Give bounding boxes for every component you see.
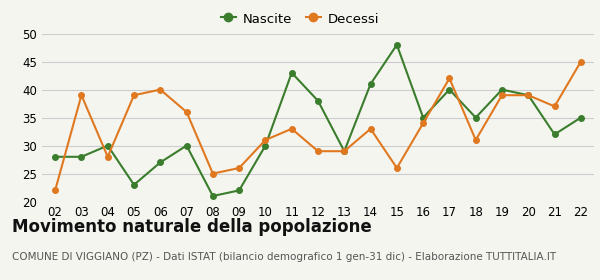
Decessi (288, 127, 295, 130)
Nascite (78, 155, 85, 158)
Nascite (341, 150, 348, 153)
Decessi (236, 166, 243, 170)
Decessi (341, 150, 348, 153)
Decessi (472, 138, 479, 142)
Nascite (104, 144, 112, 147)
Text: Movimento naturale della popolazione: Movimento naturale della popolazione (12, 218, 372, 236)
Decessi (551, 105, 558, 108)
Nascite (183, 144, 190, 147)
Nascite (262, 144, 269, 147)
Decessi (499, 94, 506, 97)
Nascite (446, 88, 453, 91)
Decessi (78, 94, 85, 97)
Nascite (524, 94, 532, 97)
Decessi (262, 138, 269, 142)
Line: Nascite: Nascite (52, 42, 584, 199)
Nascite (367, 82, 374, 86)
Nascite (157, 161, 164, 164)
Nascite (314, 99, 322, 102)
Legend: Nascite, Decessi: Nascite, Decessi (215, 7, 385, 31)
Decessi (419, 122, 427, 125)
Decessi (446, 77, 453, 80)
Decessi (367, 127, 374, 130)
Line: Decessi: Decessi (52, 59, 584, 193)
Decessi (183, 110, 190, 114)
Decessi (104, 155, 112, 158)
Decessi (52, 189, 59, 192)
Decessi (577, 60, 584, 63)
Decessi (130, 94, 137, 97)
Nascite (499, 88, 506, 91)
Nascite (472, 116, 479, 119)
Decessi (209, 172, 217, 175)
Nascite (52, 155, 59, 158)
Nascite (236, 189, 243, 192)
Nascite (551, 133, 558, 136)
Nascite (577, 116, 584, 119)
Decessi (393, 166, 400, 170)
Nascite (288, 71, 295, 74)
Decessi (524, 94, 532, 97)
Nascite (130, 183, 137, 186)
Nascite (393, 43, 400, 46)
Text: COMUNE DI VIGGIANO (PZ) - Dati ISTAT (bilancio demografico 1 gen-31 dic) - Elabo: COMUNE DI VIGGIANO (PZ) - Dati ISTAT (bi… (12, 252, 556, 262)
Decessi (314, 150, 322, 153)
Nascite (209, 194, 217, 198)
Nascite (419, 116, 427, 119)
Decessi (157, 88, 164, 91)
